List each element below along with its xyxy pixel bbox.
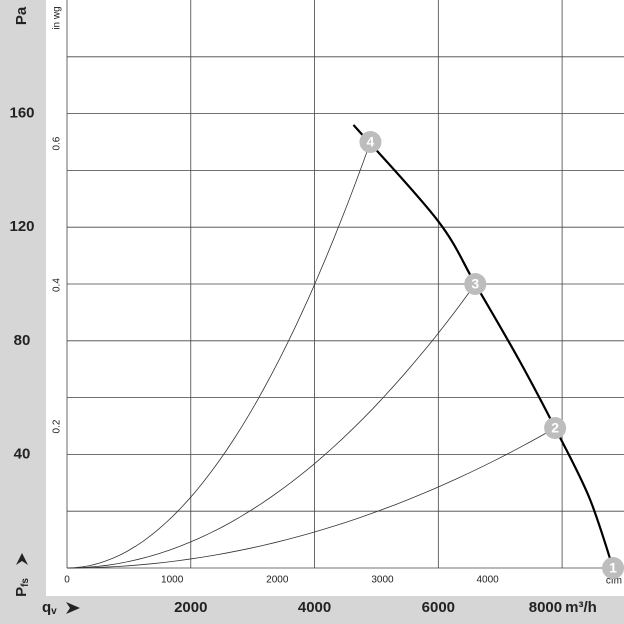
- x-tick-label: 8000: [529, 599, 562, 616]
- x-symbol: qv: [42, 599, 57, 617]
- x-tick-label: 2000: [174, 599, 207, 616]
- y-tick-label: 160: [9, 105, 34, 122]
- left-band: [0, 0, 46, 624]
- x-tick-label: 6000: [422, 599, 455, 616]
- point-label: 2: [551, 420, 559, 436]
- system-curve: [66, 283, 476, 569]
- point-label: 1: [609, 560, 617, 576]
- y-sym: P: [13, 587, 30, 597]
- x-unit: m³/h: [565, 599, 597, 616]
- system-curve: [66, 427, 556, 569]
- y2-tick-label: 0.2: [52, 419, 63, 433]
- x2-tick-label: 3000: [371, 575, 394, 586]
- y-tick-label: 80: [14, 332, 31, 349]
- y-arrow: [16, 553, 28, 565]
- x2-tick-label: 4000: [476, 575, 499, 586]
- x-arrow: [66, 602, 80, 614]
- y-sym-sub: fs: [20, 578, 31, 587]
- operating-point: [464, 273, 487, 295]
- y-symbol: Pfs: [13, 578, 31, 597]
- operating-point: [544, 416, 567, 439]
- y2-label: in wg: [52, 6, 63, 29]
- fan-curve: [352, 124, 615, 569]
- operating-point: [602, 557, 624, 579]
- x2-tick-label: 2000: [266, 575, 289, 586]
- x2-tick-label: 0: [64, 575, 70, 586]
- y2-tick-label: 0.6: [52, 136, 63, 150]
- x2-label: cfm: [606, 576, 622, 587]
- x-sym: q: [42, 599, 51, 616]
- point-label: 4: [367, 134, 375, 150]
- y-tick-label: 120: [9, 218, 34, 235]
- y-label: Pa: [13, 6, 30, 25]
- x2-tick-label: 1000: [161, 575, 184, 586]
- y2-tick-label: 0.4: [52, 278, 63, 292]
- system-curve: [66, 141, 371, 569]
- x-sym-sub: v: [51, 606, 57, 617]
- y-symbol-main: Pfs: [13, 578, 31, 597]
- bottom-band: [0, 596, 624, 624]
- operating-point: [359, 131, 382, 153]
- x-tick-label: 4000: [298, 599, 331, 616]
- point-label: 3: [471, 276, 479, 292]
- y-tick-label: 40: [14, 445, 31, 462]
